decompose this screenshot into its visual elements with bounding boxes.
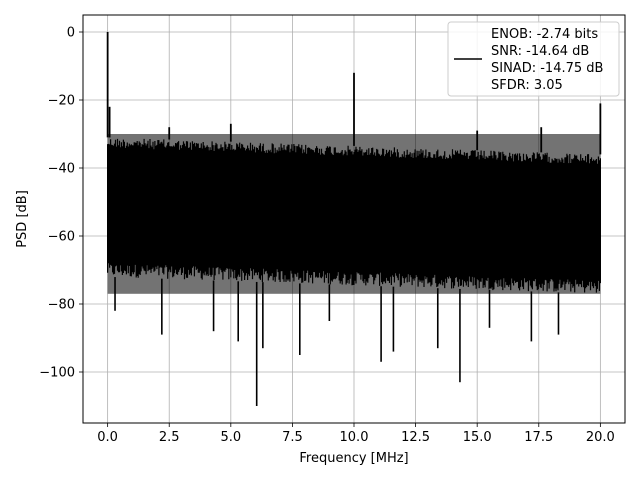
y-axis-ticks: 0 −20 −40 −60 −80 −100 <box>39 26 83 381</box>
x-tick-label: 5.0 <box>220 430 241 445</box>
legend-snr: SNR: -14.64 dB <box>491 44 589 59</box>
plot-series <box>106 32 602 406</box>
y-tick-label: 0 <box>67 26 75 41</box>
x-axis-ticks: 0.0 2.5 5.0 7.5 10.0 12.5 15.0 17.5 20.0 <box>97 423 615 445</box>
x-tick-label: 7.5 <box>282 430 303 445</box>
y-tick-label: −60 <box>48 230 75 245</box>
x-axis-label: Frequency [MHz] <box>299 451 408 466</box>
y-tick-label: −40 <box>48 162 75 177</box>
x-tick-label: 0.0 <box>97 430 118 445</box>
psd-noise-fill <box>107 134 601 294</box>
y-tick-label: −100 <box>39 366 75 381</box>
x-tick-label: 2.5 <box>159 430 180 445</box>
legend-enob: ENOB: -2.74 bits <box>491 27 598 42</box>
x-tick-label: 20.0 <box>586 430 615 445</box>
x-tick-label: 17.5 <box>524 430 553 445</box>
y-tick-label: −80 <box>48 298 75 313</box>
y-axis-label: PSD [dB] <box>15 190 30 248</box>
legend-box <box>447 21 620 97</box>
legend: ENOB: -2.74 bits SNR: -14.64 dB SINAD: -… <box>447 21 620 97</box>
legend-sinad: SINAD: -14.75 dB <box>491 61 603 76</box>
y-tick-label: −20 <box>48 94 75 109</box>
x-tick-label: 15.0 <box>463 430 492 445</box>
x-tick-label: 12.5 <box>401 430 430 445</box>
legend-sfdr: SFDR: 3.05 <box>491 78 563 93</box>
x-tick-label: 10.0 <box>340 430 369 445</box>
